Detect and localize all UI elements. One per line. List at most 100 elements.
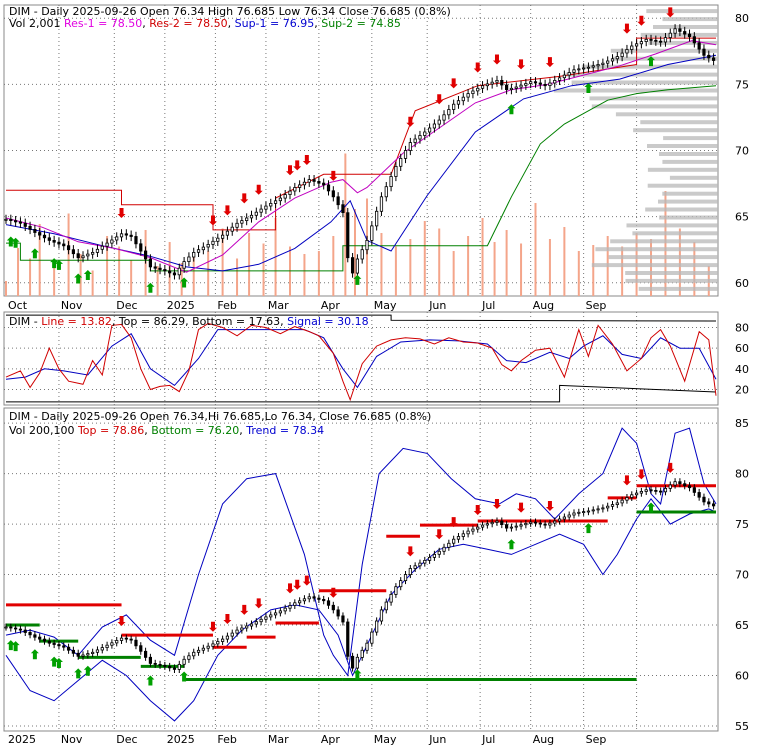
price-candle-body bbox=[288, 190, 292, 196]
trend-candle-body bbox=[110, 642, 114, 646]
price-candle-body bbox=[610, 58, 615, 62]
price-candle-body bbox=[476, 87, 480, 92]
trend-candle-body bbox=[577, 511, 581, 514]
trend-buy-arrow bbox=[11, 641, 20, 652]
trend-candle-body bbox=[509, 526, 514, 529]
volume-profile-bar bbox=[591, 263, 718, 268]
price-candle-body bbox=[134, 236, 138, 245]
trend-candle-body bbox=[355, 656, 359, 669]
price-candle-body bbox=[654, 39, 658, 42]
price-x-tick: Feb bbox=[217, 299, 236, 312]
sell-arrow bbox=[449, 78, 458, 89]
price-header-line2: Vol 2,001 Res-1 = 78.50, Res-2 = 78.50, … bbox=[9, 17, 401, 30]
volume-profile-bar bbox=[662, 17, 718, 22]
price-x-tick: Mar bbox=[268, 299, 289, 312]
price-x-tick: Apr bbox=[321, 299, 341, 312]
price-candle-body bbox=[336, 196, 340, 206]
price-candle-body bbox=[538, 82, 542, 85]
trend-candle-body bbox=[360, 649, 364, 658]
volume-profile-bar bbox=[663, 136, 718, 141]
trend-buy-arrow bbox=[647, 502, 656, 513]
trend-candle-body bbox=[331, 604, 335, 611]
volume-bar bbox=[303, 254, 306, 296]
price-y-tick: 80 bbox=[735, 12, 749, 25]
trend-candle-body bbox=[673, 481, 677, 486]
trend-candle-body bbox=[28, 632, 32, 636]
price-candle-body bbox=[221, 234, 225, 239]
volume-profile-bar bbox=[553, 88, 718, 93]
volume-profile-bar bbox=[625, 278, 718, 283]
buy-arrow bbox=[180, 277, 189, 288]
price-candle-body bbox=[302, 181, 307, 186]
trend-buy-arrow bbox=[146, 675, 155, 686]
price-candle-body bbox=[350, 257, 355, 274]
trend-y-tick: 65 bbox=[735, 619, 749, 632]
price-candle-body bbox=[408, 142, 412, 151]
price-header-line1: DIM - Daily 2025-09-26 Open 76.34 High 7… bbox=[9, 5, 451, 18]
volume-bar bbox=[563, 227, 566, 296]
trend-header-line1: DIM - Daily 2025-09-26 Open 76.34,Hi 76.… bbox=[9, 410, 431, 423]
volume-bar bbox=[106, 236, 109, 296]
price-candle-body bbox=[500, 80, 504, 86]
sell-arrow bbox=[254, 184, 263, 195]
gridlines bbox=[4, 5, 718, 731]
trend-candle-body bbox=[480, 524, 485, 528]
volume-bar bbox=[621, 246, 624, 296]
trend-candle-body bbox=[76, 652, 80, 657]
price-candle-body bbox=[139, 243, 143, 252]
price-candle-body bbox=[269, 202, 273, 207]
stoch-y-tick: 80 bbox=[735, 322, 749, 335]
trend-candle-body bbox=[620, 499, 624, 504]
trend-y-tick: 55 bbox=[735, 720, 749, 733]
sell-arrow bbox=[240, 193, 249, 204]
trend-candle-body bbox=[350, 655, 355, 669]
price-candle-body bbox=[346, 212, 350, 259]
volume-bar bbox=[221, 228, 224, 296]
price-candle-body bbox=[413, 138, 417, 143]
sell-arrow bbox=[666, 7, 675, 18]
volume-bar bbox=[452, 251, 455, 296]
trend-buy-arrow bbox=[353, 669, 362, 680]
buy-arrow bbox=[54, 259, 63, 270]
price-candle-body bbox=[235, 222, 239, 228]
price-candle-body bbox=[129, 234, 133, 237]
trend-candle-body bbox=[649, 489, 653, 492]
trend-candle-body bbox=[95, 649, 100, 653]
price-candle-body bbox=[18, 221, 23, 224]
trend-candle-body bbox=[196, 649, 201, 653]
trend-candle-body bbox=[9, 626, 13, 629]
price-candle-body bbox=[148, 258, 153, 268]
trend-candle-body bbox=[235, 629, 239, 634]
volume-bar bbox=[548, 239, 551, 296]
sell-arrow bbox=[223, 205, 232, 216]
trend-candle-body bbox=[582, 511, 586, 514]
trend-candle-body bbox=[81, 654, 85, 657]
volume-profile-bar bbox=[638, 286, 718, 291]
price-candle-body bbox=[57, 241, 61, 245]
price-date: 2025-09-26 bbox=[73, 5, 137, 18]
trend-buy-arrow bbox=[6, 640, 15, 651]
trend-candle-body bbox=[586, 510, 591, 513]
trend-candle-body bbox=[543, 523, 547, 526]
trend-candle-body bbox=[452, 538, 456, 544]
price-candle-body bbox=[47, 237, 51, 241]
price-candle-body bbox=[591, 65, 595, 68]
volume-bar bbox=[380, 233, 383, 296]
price-candle-body bbox=[659, 40, 663, 43]
stoch-bottom-label: Bottom = 17.63 bbox=[192, 315, 280, 328]
volume-profile-bar bbox=[625, 271, 718, 275]
buy-arrow bbox=[50, 258, 59, 269]
price-candles bbox=[4, 24, 716, 673]
volume-bar bbox=[248, 233, 251, 296]
stoch-y-tick: 40 bbox=[735, 363, 749, 376]
trend-candle-body bbox=[326, 600, 331, 606]
trend-candle-body bbox=[678, 481, 682, 485]
trend-y-tick: 70 bbox=[735, 569, 749, 582]
trend-sell-arrow bbox=[254, 598, 263, 609]
trend-candle-body bbox=[283, 607, 287, 612]
price-candle-body bbox=[485, 83, 489, 87]
price-close: Close 76.685 (0.8%) bbox=[339, 5, 451, 18]
price-candle-body bbox=[673, 28, 677, 34]
trend-x-tick: Mar bbox=[268, 733, 289, 745]
